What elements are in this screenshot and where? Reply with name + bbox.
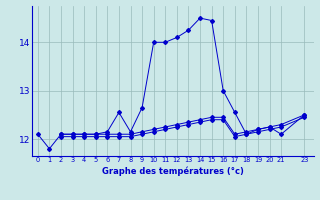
X-axis label: Graphe des températures (°c): Graphe des températures (°c) bbox=[102, 166, 244, 176]
